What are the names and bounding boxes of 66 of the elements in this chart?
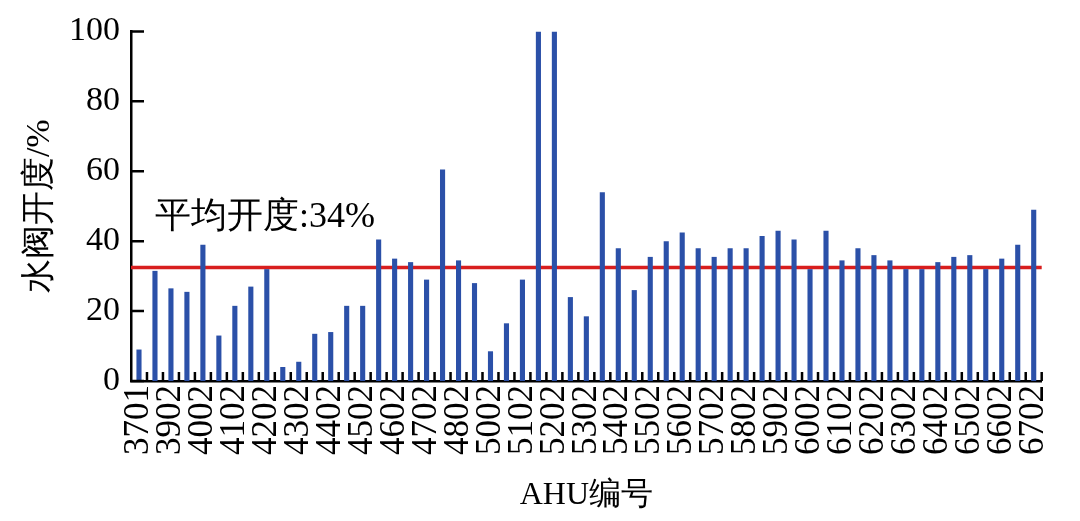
- bar: [583, 316, 589, 381]
- bar: [264, 269, 270, 381]
- bar: [759, 235, 765, 381]
- bar: [1015, 244, 1021, 381]
- y-tick-label: 0: [103, 359, 120, 397]
- y-tick-label: 20: [86, 290, 120, 327]
- bar: [807, 269, 813, 381]
- bar: [743, 248, 749, 381]
- bar: [775, 230, 781, 381]
- bar: [216, 335, 222, 381]
- bar: [679, 232, 685, 381]
- y-tick-label: 40: [86, 220, 120, 258]
- bar: [999, 258, 1005, 381]
- bar: [487, 351, 494, 381]
- bar: [823, 230, 829, 381]
- bar: [567, 297, 573, 381]
- bar: [248, 286, 254, 381]
- bar: [887, 260, 893, 381]
- bar: [232, 305, 238, 381]
- bar: [967, 255, 973, 381]
- bar: [408, 262, 414, 381]
- y-tick-label: 60: [86, 150, 120, 188]
- bar: [168, 288, 174, 381]
- bar: [839, 260, 845, 381]
- bar: [647, 256, 653, 381]
- bar: [424, 279, 430, 381]
- bar: [200, 244, 206, 381]
- bar: [727, 248, 733, 381]
- bar: [695, 248, 701, 381]
- bar: [615, 248, 621, 381]
- bar: [503, 323, 510, 381]
- bar: [519, 279, 525, 381]
- y-axis-title: 水阀开度/%: [19, 119, 57, 294]
- bar: [791, 239, 797, 381]
- bar: [312, 333, 318, 381]
- bar: [919, 269, 925, 381]
- bar: [392, 258, 398, 381]
- y-tick-label: 80: [86, 80, 120, 118]
- bar: [631, 290, 637, 381]
- annotation: 平均开度:34%: [155, 195, 375, 236]
- bar: [136, 349, 142, 381]
- bar: [455, 260, 462, 381]
- bar: [551, 31, 557, 381]
- bar: [1031, 209, 1037, 381]
- bar: [663, 241, 669, 381]
- bar: [471, 283, 478, 381]
- bar: [535, 31, 541, 381]
- bar: [599, 192, 605, 381]
- bar: [903, 269, 909, 381]
- bar: [360, 305, 366, 381]
- bar: [711, 256, 717, 381]
- bar: [344, 305, 350, 381]
- bar: [184, 291, 190, 381]
- bar: [376, 239, 382, 381]
- bar: [983, 269, 989, 381]
- y-tick-label: 100: [69, 10, 120, 48]
- bar: [440, 169, 446, 381]
- bar: [280, 367, 286, 381]
- bar: [935, 262, 941, 381]
- bar: [871, 255, 877, 381]
- bar: [855, 248, 861, 381]
- x-axis-title: AHU编号: [519, 475, 654, 512]
- bar: [328, 332, 334, 381]
- bar: [152, 270, 158, 381]
- bar: [296, 361, 302, 381]
- bar: [951, 256, 957, 381]
